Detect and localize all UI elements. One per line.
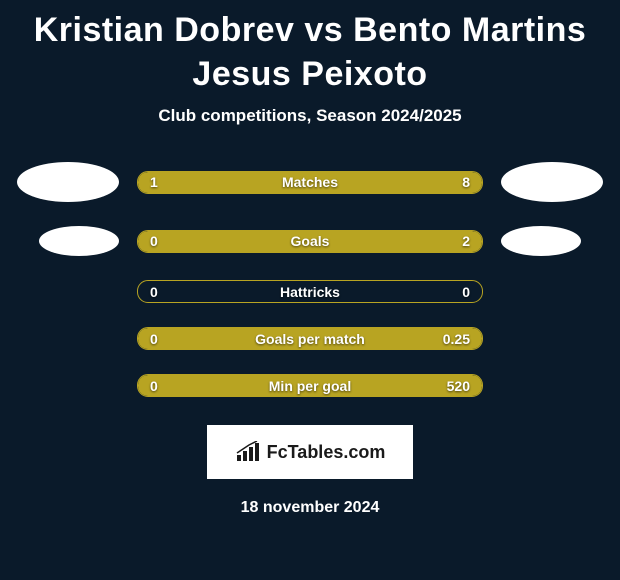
player-right-avatar <box>501 162 603 202</box>
stat-label: Goals <box>138 231 482 252</box>
stats-list: 18Matches 02Goals 00Hattricks 00.25Goals pe… <box>0 162 620 397</box>
stat-row: 00Hattricks <box>8 280 612 303</box>
stat-bar: 00Hattricks <box>137 280 483 303</box>
stat-row: 00.25Goals per match <box>8 327 612 350</box>
stat-label: Hattricks <box>138 281 482 302</box>
brand-logo: FcTables.com <box>207 425 413 479</box>
stat-bar: 00.25Goals per match <box>137 327 483 350</box>
stat-bar: 0520Min per goal <box>137 374 483 397</box>
page-title: Kristian Dobrev vs Bento Martins Jesus P… <box>0 8 620 96</box>
stat-row: 02Goals <box>8 226 612 256</box>
player-right-avatar <box>501 226 581 256</box>
stat-label: Goals per match <box>138 328 482 349</box>
stat-bar: 02Goals <box>137 230 483 253</box>
player-left-avatar <box>17 162 119 202</box>
stat-label: Matches <box>138 172 482 193</box>
chart-icon <box>235 441 261 463</box>
player-left-avatar <box>39 226 119 256</box>
stat-row: 18Matches <box>8 162 612 202</box>
stat-bar: 18Matches <box>137 171 483 194</box>
date-label: 18 november 2024 <box>0 499 620 517</box>
stat-label: Min per goal <box>138 375 482 396</box>
brand-name: FcTables.com <box>267 442 386 463</box>
stat-row: 0520Min per goal <box>8 374 612 397</box>
subtitle: Club competitions, Season 2024/2025 <box>0 106 620 126</box>
